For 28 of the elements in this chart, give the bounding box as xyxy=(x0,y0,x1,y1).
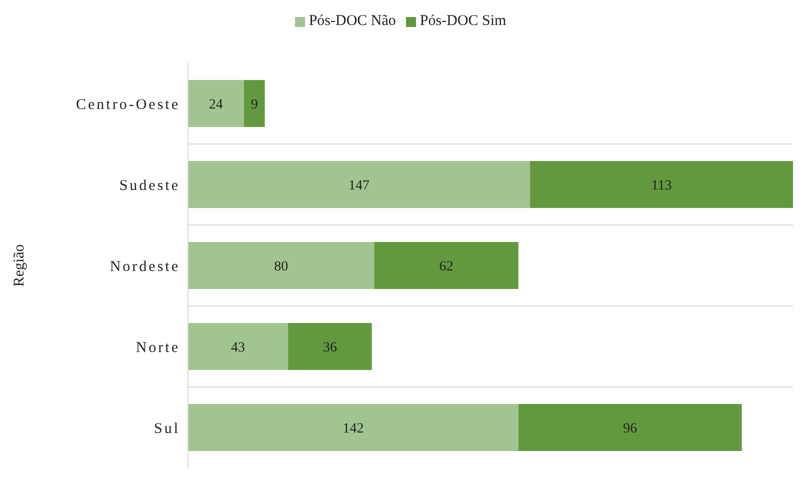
y-axis-title: Região xyxy=(11,244,28,287)
data-label: 147 xyxy=(348,178,370,194)
data-label: 9 xyxy=(250,97,258,112)
data-label: 36 xyxy=(322,340,337,356)
bar xyxy=(188,80,244,127)
bar xyxy=(188,161,530,208)
data-label: 24 xyxy=(208,97,223,112)
data-label: 62 xyxy=(439,259,454,274)
bar xyxy=(288,323,372,370)
legend-label: Pós-DOC Sim xyxy=(420,13,506,29)
legend-label: Pós-DOC Não xyxy=(308,13,396,29)
y-tick-label: Sul xyxy=(154,420,180,437)
data-label: 96 xyxy=(623,421,638,436)
data-label: 113 xyxy=(651,178,672,194)
bar xyxy=(188,323,288,370)
data-label: 80 xyxy=(274,259,288,274)
bar xyxy=(244,80,265,127)
y-tick-label: Nordeste xyxy=(110,258,180,275)
bar xyxy=(530,161,793,208)
bar xyxy=(374,242,518,289)
bar xyxy=(518,404,742,451)
y-tick-label: Centro-Oeste xyxy=(76,96,180,113)
bar xyxy=(188,404,518,451)
y-tick-label: Norte xyxy=(136,340,180,356)
y-tick-label: Sudeste xyxy=(119,178,180,194)
data-label: 43 xyxy=(231,340,246,356)
data-label: 142 xyxy=(342,421,364,436)
bar xyxy=(188,242,374,289)
